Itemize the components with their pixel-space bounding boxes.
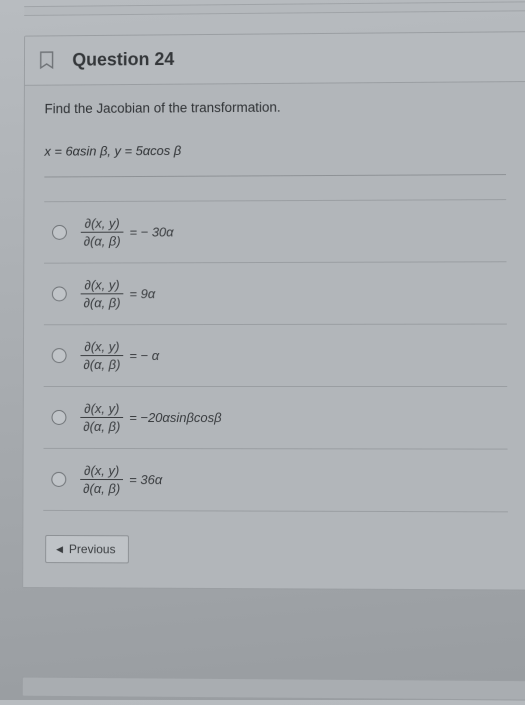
question-header: Question 24 [25, 32, 525, 86]
answer-option[interactable]: ∂(x, y) ∂(α, β) = − α [44, 325, 508, 387]
option-expression: ∂(x, y) ∂(α, β) = 9α [81, 277, 156, 310]
top-panel-sliver [24, 1, 525, 16]
radio-icon[interactable] [51, 472, 66, 487]
radio-icon[interactable] [52, 410, 67, 425]
option-expression: ∂(x, y) ∂(α, β) = 36α [80, 463, 162, 496]
previous-label: Previous [69, 542, 116, 556]
option-expression: ∂(x, y) ∂(α, β) = − α [80, 339, 159, 372]
answer-options: ∂(x, y) ∂(α, β) = − 30α ∂(x, y) ∂(α, β) [43, 199, 508, 512]
radio-icon[interactable] [52, 348, 67, 363]
question-prompt: Find the Jacobian of the transformation. [45, 98, 506, 116]
radio-icon[interactable] [52, 225, 67, 240]
question-given: x = 6αsin β, y = 5αcos β [44, 141, 506, 176]
answer-option[interactable]: ∂(x, y) ∂(α, β) = 9α [44, 262, 507, 325]
bookmark-flag-icon[interactable] [37, 50, 57, 72]
question-body: Find the Jacobian of the transformation.… [23, 82, 525, 590]
option-expression: ∂(x, y) ∂(α, β) = − 30α [81, 216, 174, 249]
next-panel-sliver [22, 677, 525, 701]
question-panel: Question 24 Find the Jacobian of the tra… [22, 31, 525, 590]
previous-button[interactable]: ◀ Previous [45, 535, 128, 563]
question-title: Question 24 [72, 46, 507, 70]
option-expression: ∂(x, y) ∂(α, β) = −20αsinβcosβ [80, 401, 221, 434]
answer-option[interactable]: ∂(x, y) ∂(α, β) = −20αsinβcosβ [43, 387, 507, 450]
radio-icon[interactable] [52, 286, 67, 301]
answer-option[interactable]: ∂(x, y) ∂(α, β) = 36α [43, 449, 508, 512]
answer-option[interactable]: ∂(x, y) ∂(α, β) = − 30α [44, 200, 506, 264]
chevron-left-icon: ◀ [56, 544, 63, 555]
